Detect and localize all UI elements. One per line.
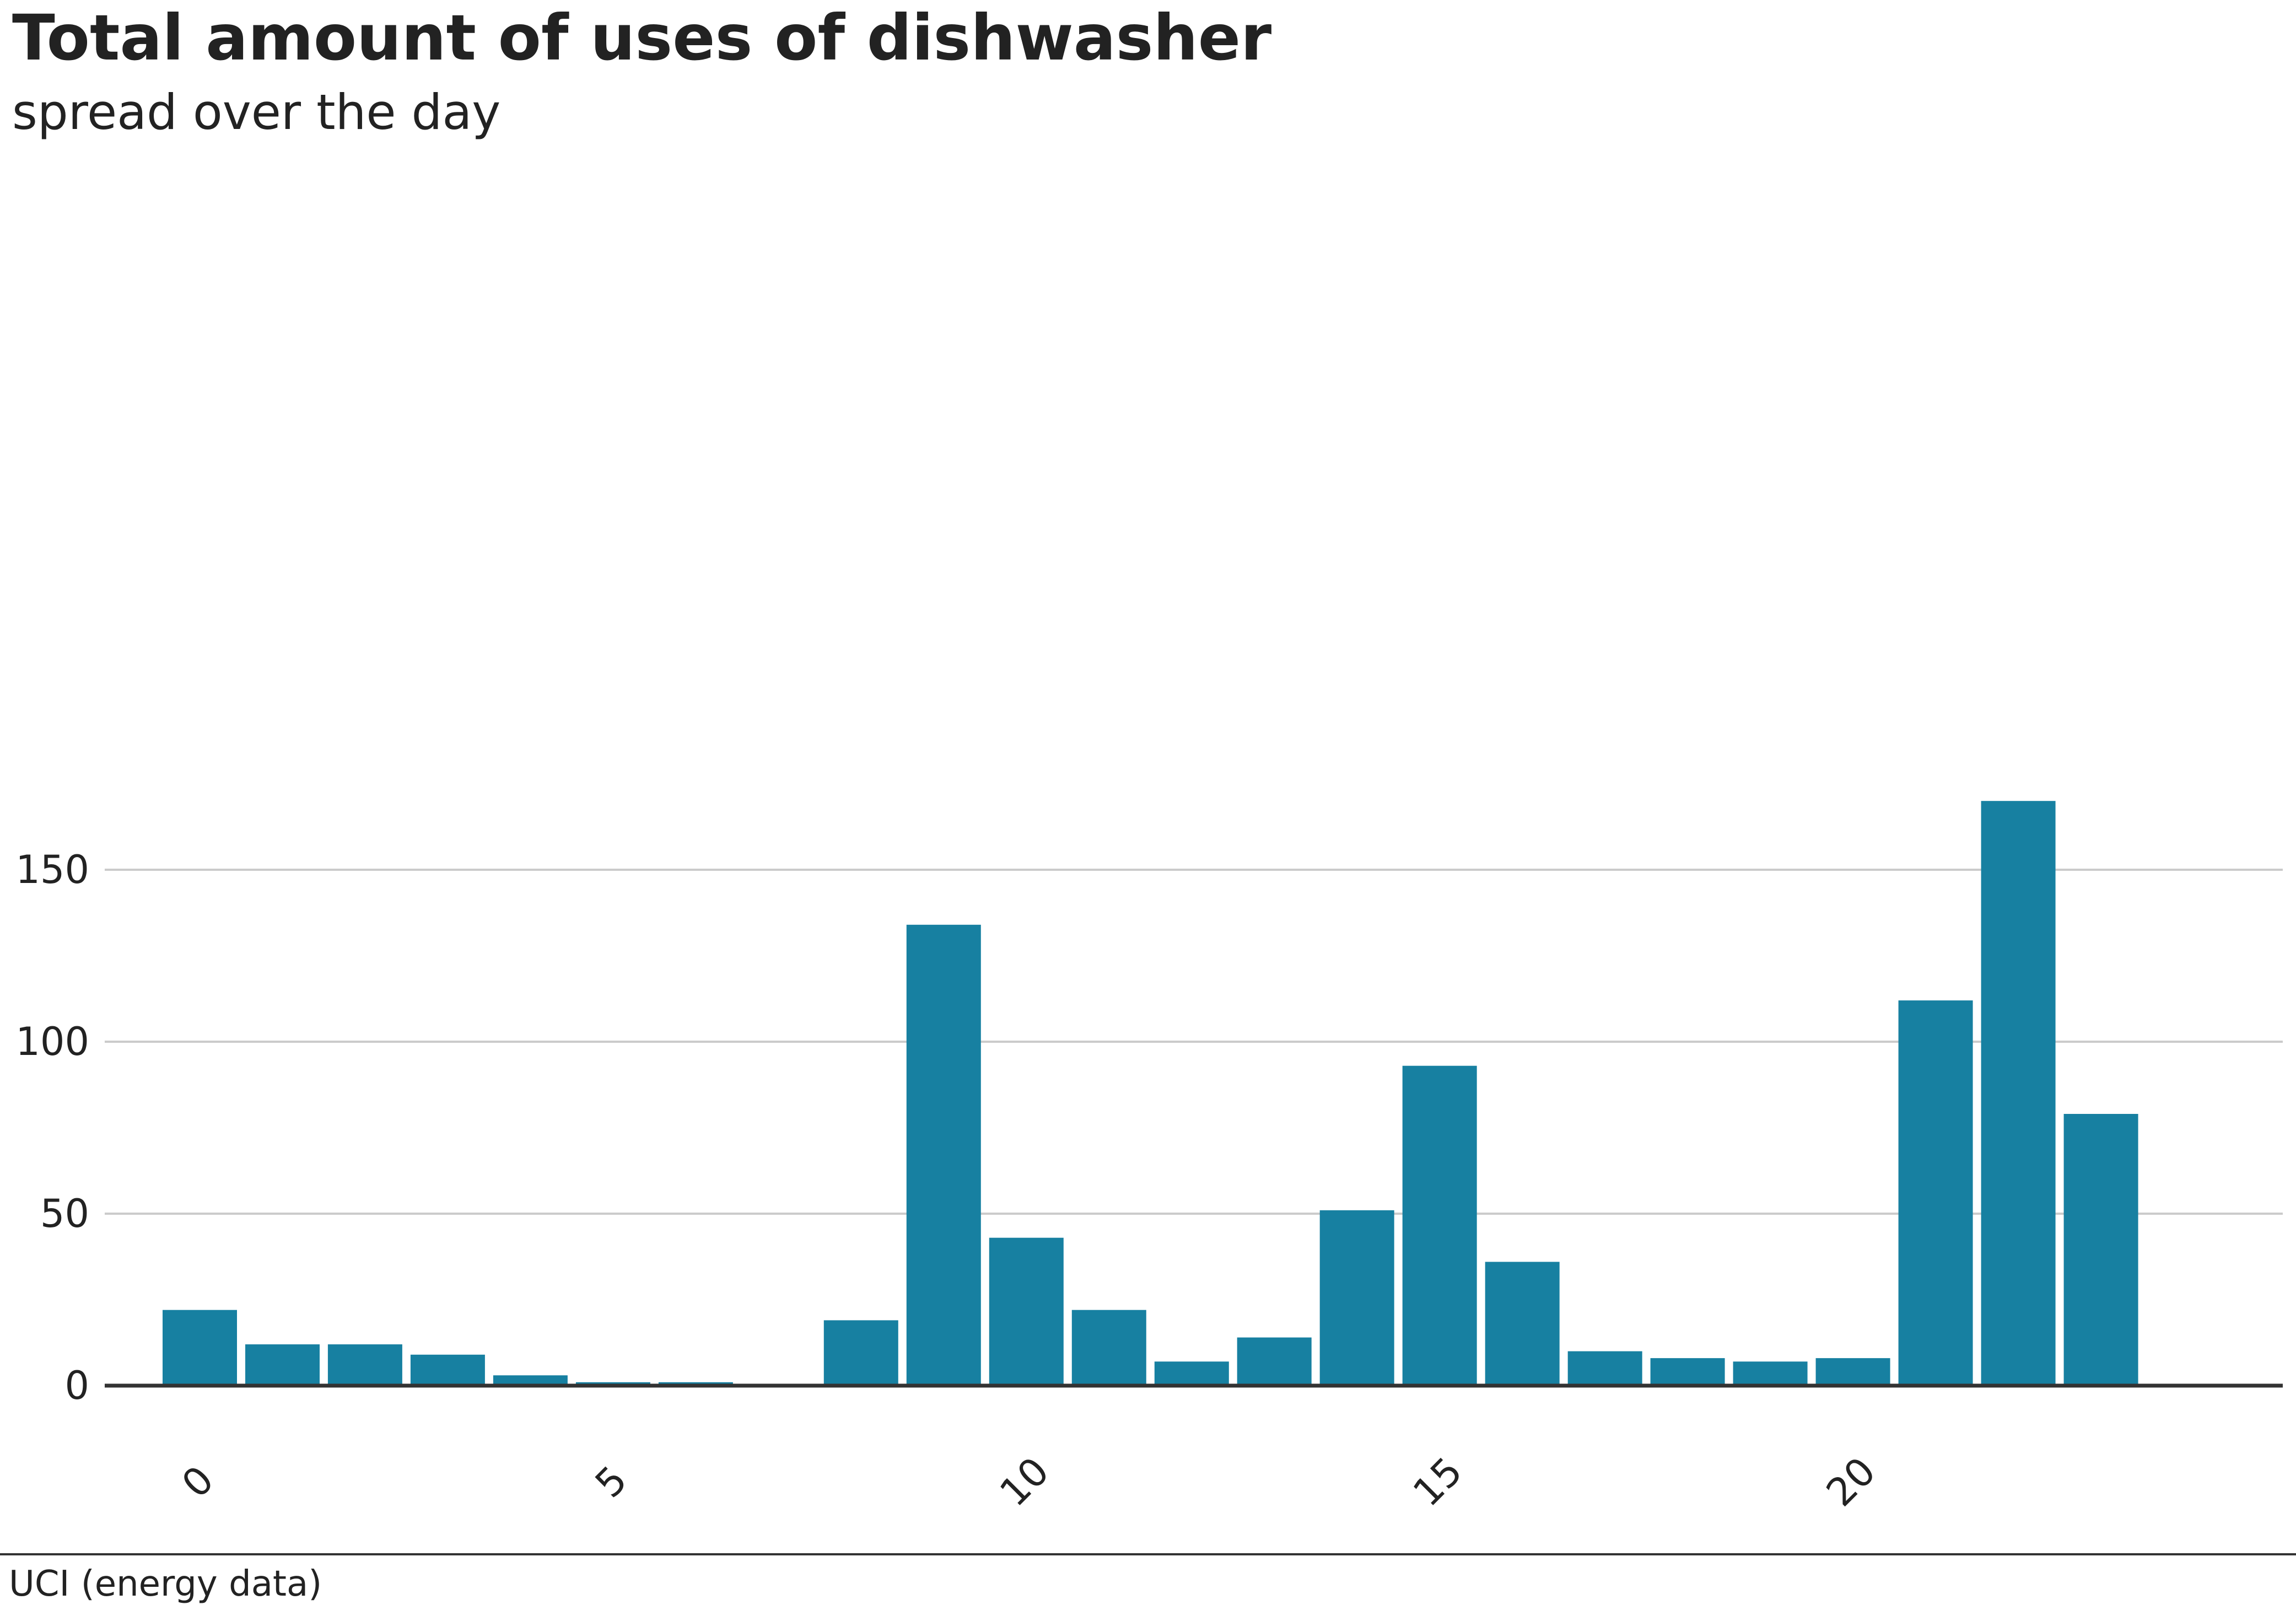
bars <box>163 801 2138 1386</box>
bar-hour-21 <box>1898 1000 1973 1386</box>
y-tick-label-50: 50 <box>40 1191 89 1236</box>
bar-hour-12 <box>1154 1361 1229 1386</box>
bar-hour-23 <box>2063 1114 2138 1386</box>
bar-hour-17 <box>1567 1351 1642 1386</box>
bar-hour-0 <box>163 1310 237 1386</box>
bar-hour-10 <box>989 1237 1064 1386</box>
bar-hour-22 <box>1981 801 2056 1386</box>
x-tick-label-5: 5 <box>586 1457 635 1506</box>
chart-title: Total amount of uses of dishwasher <box>12 1 1272 74</box>
x-tick-label-15: 15 <box>1404 1448 1471 1515</box>
x-tick-label-20: 20 <box>1818 1448 1884 1515</box>
bar-hour-20 <box>1815 1358 1890 1386</box>
bar-hour-8 <box>823 1320 898 1386</box>
bar-hour-14 <box>1319 1210 1394 1386</box>
x-tick-label-10: 10 <box>991 1448 1058 1515</box>
bar-hour-19 <box>1733 1361 1808 1386</box>
source-note: UCI (energy data) <box>9 1564 322 1604</box>
bar-hour-3 <box>410 1354 485 1386</box>
bar-hour-2 <box>327 1344 402 1386</box>
y-tick-label-0: 0 <box>64 1363 89 1408</box>
bar-hour-15 <box>1402 1065 1477 1386</box>
bar-hour-9 <box>906 924 981 1386</box>
x-tick-label-0: 0 <box>173 1457 222 1506</box>
bar-hour-18 <box>1650 1358 1725 1386</box>
bar-hour-1 <box>245 1344 320 1386</box>
bar-hour-11 <box>1071 1310 1146 1386</box>
y-tick-label-100: 100 <box>15 1019 89 1064</box>
bar-hour-13 <box>1237 1337 1312 1386</box>
chart-subtitle: spread over the day <box>12 84 501 141</box>
bar-hour-16 <box>1485 1262 1560 1386</box>
source-divider <box>0 1553 2296 1555</box>
bar-hour-4 <box>493 1375 568 1386</box>
y-tick-label-150: 150 <box>15 847 89 892</box>
